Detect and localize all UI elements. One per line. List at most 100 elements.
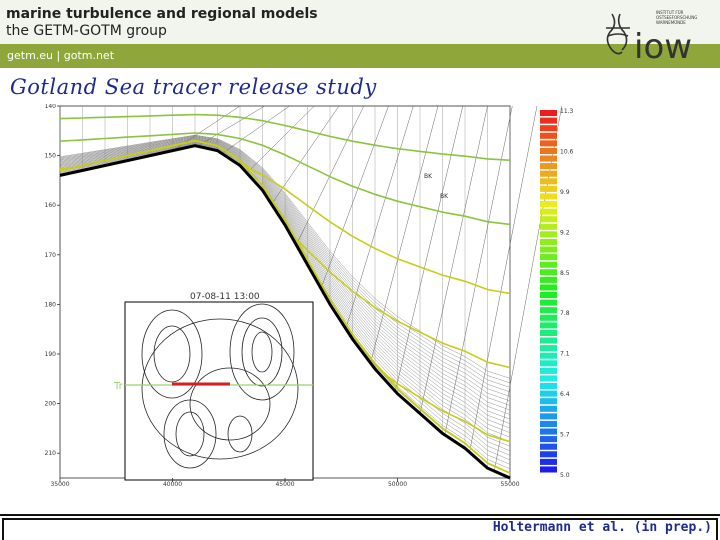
plot-label: BK [424, 173, 433, 180]
colorbar-band [540, 345, 557, 352]
colorbar-tick-label: 9.9 [560, 189, 570, 196]
colorbar-band [540, 299, 557, 306]
mesh-diagonal-line [444, 105, 513, 435]
colorbar-tick-label: 5.7 [560, 432, 570, 439]
colorbar-band [540, 443, 557, 450]
seal-icon [606, 13, 630, 55]
x-tick-label: 35000 [50, 481, 69, 488]
plot-label: BK [440, 193, 449, 200]
colorbar-band [540, 246, 557, 253]
mesh-diagonal-line [296, 105, 365, 246]
x-tick-label: 50000 [388, 481, 407, 488]
colorbar-band [540, 193, 557, 200]
y-axis-ticks: 140 150 160 170 180 190 200 210 [45, 104, 60, 457]
colorbar-band [540, 201, 557, 208]
header-links[interactable]: getm.eu | gotm.net [7, 49, 115, 62]
colorbar-band [540, 292, 557, 299]
iow-logo: iow [606, 13, 692, 66]
colorbar-band [540, 329, 557, 336]
inset-map: 07-08-11 13:00 Tr [113, 292, 314, 481]
colorbar-tick-label: 5.0 [560, 472, 570, 479]
colorbar-band [540, 405, 557, 412]
header-bar [0, 44, 720, 68]
mesh-diagonal-line [395, 105, 464, 392]
header: marine turbulence and regional models th… [0, 0, 720, 68]
colorbar-band [540, 307, 557, 314]
colorbar-band [540, 269, 557, 276]
colorbar-band [540, 254, 557, 261]
colorbar-band [540, 436, 557, 443]
colorbar-tick-label: 6.4 [560, 391, 570, 398]
colorbar-band [540, 155, 557, 162]
colorbar-band [540, 451, 557, 458]
colorbar-band [540, 322, 557, 329]
y-tick-label: 190 [45, 351, 57, 358]
footer-frame [2, 518, 718, 540]
mesh-diagonal-line [345, 105, 414, 329]
isoline [59, 113, 511, 162]
mesh-diagonal-line [197, 105, 265, 147]
y-tick-label: 210 [45, 450, 57, 457]
inset-contour [229, 303, 295, 401]
colorbar-band [540, 125, 557, 132]
colorbar-band [540, 216, 557, 223]
colorbar-tick-label: 9.2 [560, 229, 570, 236]
colorbar-band [540, 163, 557, 170]
colorbar-band [540, 110, 557, 117]
colorbar-band [540, 413, 557, 420]
header-title: marine turbulence and regional models [6, 6, 318, 22]
section-plot: BK BK 07-08-11 13:00 Tr 35000 40000 45000 5… [45, 104, 574, 488]
footer-credit: Holtermann et al. (in prep.) [492, 520, 712, 535]
colorbar-band [540, 238, 557, 245]
colorbar-ticks: 11.3 10.6 9.9 9.2 8.5 7.8 7.1 6.4 5.7 5.0 [560, 108, 574, 479]
isoline [59, 132, 511, 226]
colorbar-tick-label: 11.3 [560, 108, 574, 115]
colorbar-band [540, 147, 557, 154]
bathymetry-line [59, 144, 511, 480]
y-tick-label: 200 [45, 401, 57, 408]
colorbar-band [540, 178, 557, 185]
inset-contour [141, 309, 203, 399]
isoline [59, 139, 511, 474]
footer: Holtermann et al. (in prep.) [0, 514, 720, 540]
colorbar-band [540, 170, 557, 177]
header-subtitle: the GETM-GOTM group [6, 23, 167, 39]
inset-contour [251, 331, 273, 373]
colorbar-tick-label: 10.6 [560, 148, 574, 155]
colorbar-band [540, 208, 557, 215]
logo-institute-name: INSTITUT FÜR OSTSEEFORSCHUNG WARNEMÜNDE [656, 10, 698, 25]
colorbar-band [540, 132, 557, 139]
colorbar-band [540, 185, 557, 192]
isolines [59, 113, 511, 474]
mesh-diagonal-line [469, 105, 538, 453]
tracer-label: Tr [113, 381, 124, 392]
inset-contour [175, 411, 205, 457]
colorbar-band [540, 140, 557, 147]
colorbar-tick-label: 8.5 [560, 270, 570, 277]
colorbar-band [540, 428, 557, 435]
colorbar-band [540, 375, 557, 382]
x-axis-ticks: 35000 40000 45000 50000 55000 [50, 478, 520, 488]
inset-contour [141, 318, 299, 460]
logo-wordmark: iow [634, 27, 692, 66]
y-tick-label: 180 [45, 301, 57, 308]
inset-contours [141, 303, 299, 469]
inset-contour [241, 317, 283, 387]
sigma-layer-lines [59, 105, 563, 478]
mesh-diagonal-line [370, 105, 439, 363]
mesh-diagonal-line [221, 105, 290, 154]
mesh-diagonal-line [320, 105, 389, 289]
inset-title: 07-08-11 13:00 [190, 292, 260, 302]
colorbar-band [540, 398, 557, 405]
colorbar-tick-label: 7.8 [560, 310, 570, 317]
y-tick-label: 150 [45, 153, 57, 160]
colorbar [540, 110, 557, 473]
y-tick-label: 160 [45, 202, 57, 209]
colorbar-band [540, 223, 557, 230]
colorbar-band [540, 367, 557, 374]
x-tick-label: 40000 [163, 481, 182, 488]
inset-contour [189, 367, 271, 441]
inset-frame [124, 301, 314, 481]
slide-title: Gotland Sea tracer release study [10, 75, 377, 99]
